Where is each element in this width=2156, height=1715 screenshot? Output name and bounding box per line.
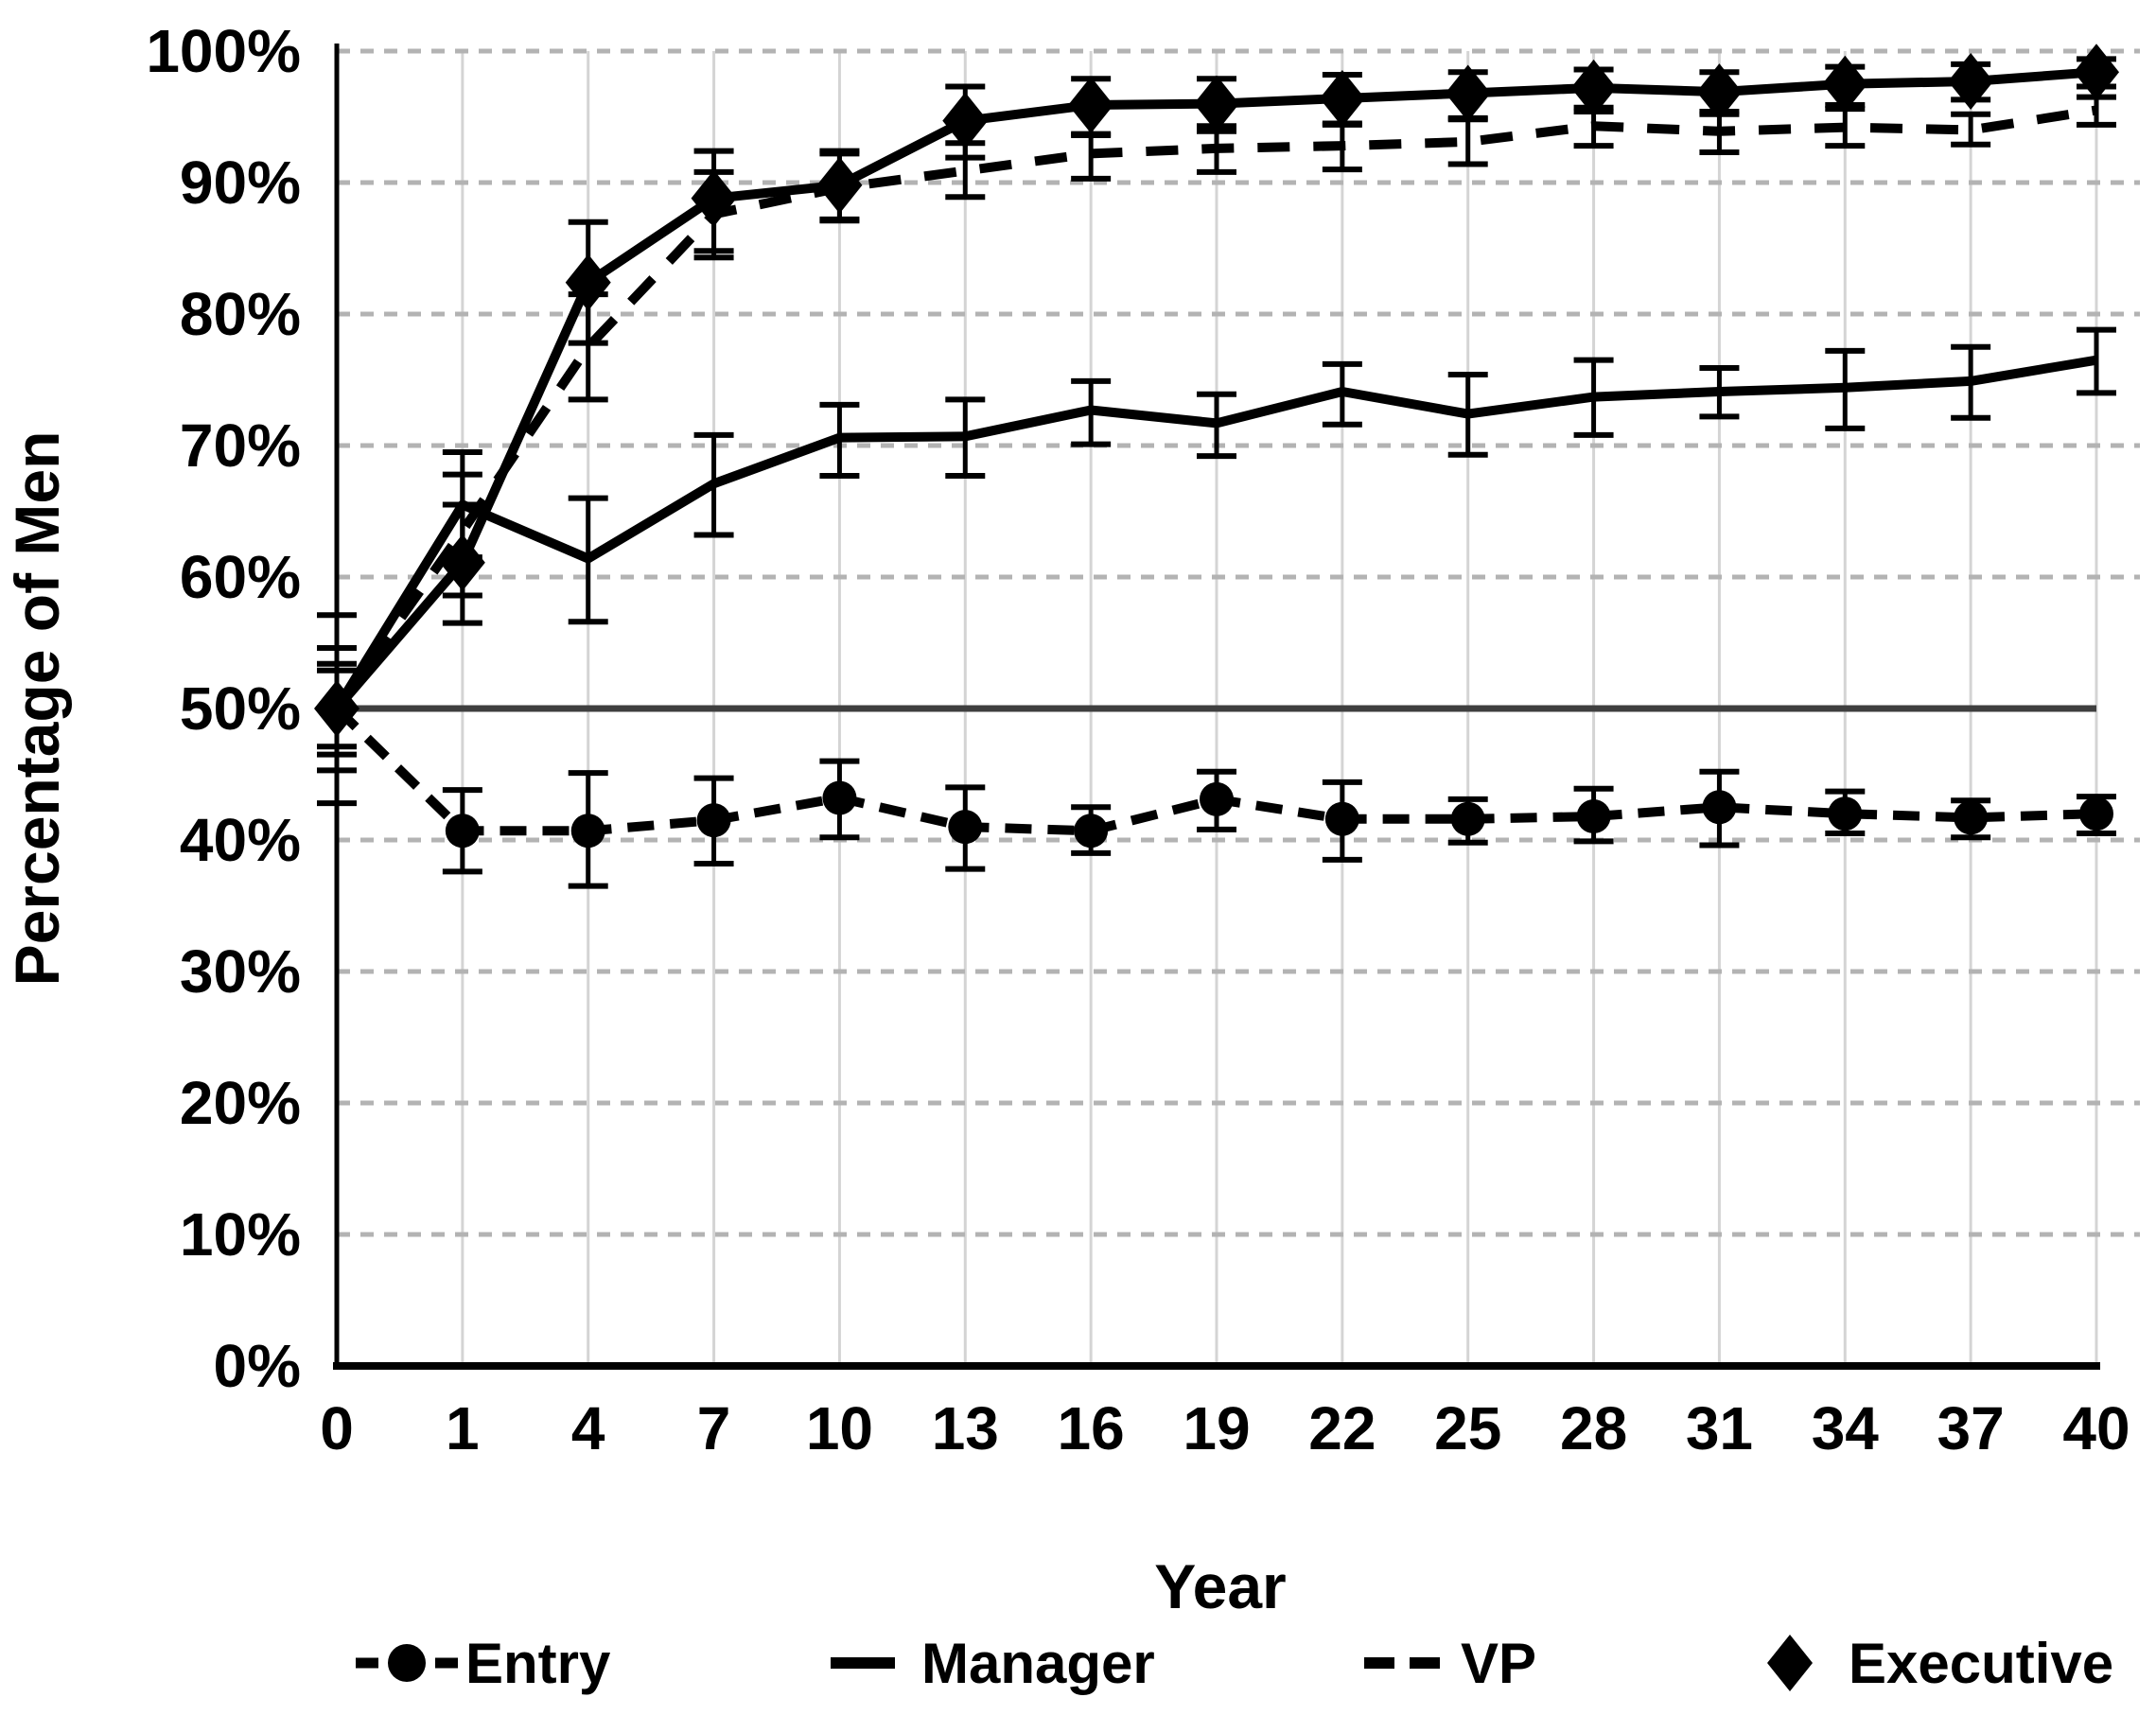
x-axis-title: Year — [1154, 1551, 1286, 1621]
legend-label: Manager — [921, 1632, 1155, 1695]
marker-diamond — [942, 92, 989, 149]
x-tick-label: 31 — [1686, 1394, 1753, 1462]
x-tick-label: 22 — [1308, 1394, 1376, 1462]
y-tick-label: 100% — [146, 17, 301, 85]
marker-diamond — [1319, 70, 1365, 128]
x-tick-label: 16 — [1058, 1394, 1125, 1462]
y-tick-label: 60% — [180, 543, 301, 611]
y-tick-label: 90% — [180, 149, 301, 217]
x-tick-label: 40 — [2062, 1394, 2130, 1462]
legend-item-executive: Executive — [1767, 1632, 2113, 1695]
marker-diamond — [1068, 76, 1114, 133]
marker-circle — [1200, 781, 1234, 816]
x-tick-label: 0 — [320, 1394, 354, 1462]
y-tick-label: 30% — [180, 937, 301, 1006]
marker-circle — [445, 814, 480, 849]
y-tick-label: 0% — [214, 1332, 302, 1400]
marker-circle — [948, 810, 983, 845]
marker-circle — [1702, 790, 1737, 825]
series-manager — [317, 326, 2116, 758]
legend-label: VP — [1461, 1632, 1536, 1695]
legend-diamond-marker-icon — [1767, 1635, 1813, 1691]
series-executive — [314, 44, 2119, 807]
x-tick-label: 25 — [1434, 1394, 1501, 1462]
marker-circle — [1074, 814, 1109, 849]
marker-diamond — [1696, 63, 1743, 121]
x-tick-label: 1 — [446, 1394, 480, 1462]
marker-diamond — [439, 534, 485, 591]
x-tick-label: 28 — [1560, 1394, 1627, 1462]
legend-circle-marker-icon — [388, 1644, 426, 1682]
y-tick-label: 70% — [180, 411, 301, 480]
y-tick-label: 20% — [180, 1069, 301, 1137]
marker-diamond — [314, 680, 359, 737]
legend-label: Executive — [1849, 1632, 2113, 1695]
x-tick-label: 34 — [1812, 1394, 1880, 1462]
y-tick-label: 80% — [180, 280, 301, 348]
x-tick-label: 10 — [806, 1394, 873, 1462]
x-tick-label: 7 — [697, 1394, 731, 1462]
marker-diamond — [565, 254, 611, 311]
y-tick-label: 10% — [180, 1200, 301, 1269]
marker-circle — [1828, 796, 1863, 831]
marker-diamond — [1948, 52, 1994, 110]
marker-circle — [2079, 796, 2113, 831]
marker-diamond — [816, 156, 863, 214]
marker-circle — [1576, 798, 1611, 833]
legend-item-manager: Manager — [831, 1632, 1155, 1695]
legend: Entry Manager VP Executive — [356, 1632, 2113, 1695]
marker-diamond — [1570, 59, 1617, 116]
marker-diamond — [1445, 64, 1491, 122]
legend-item-vp: VP — [1364, 1632, 1536, 1695]
marker-diamond — [1822, 55, 1868, 113]
y-tick-label: 40% — [180, 806, 301, 874]
y-axis-title: Percentage of Men — [2, 431, 72, 987]
marker-diamond — [2074, 44, 2119, 101]
legend-label: Entry — [465, 1632, 611, 1695]
legend-item-entry: Entry — [356, 1632, 611, 1695]
marker-circle — [1450, 801, 1485, 836]
marker-circle — [822, 780, 857, 815]
plot-area: 0% 10% 20% 30% 40% 50% 60% 70% 80% 90% 100% 0 1 4 7 10 1… — [146, 17, 2140, 1462]
series-line-manager — [332, 355, 2097, 711]
x-tick-label: 37 — [1937, 1394, 2005, 1462]
x-tick-label: 4 — [571, 1394, 605, 1462]
x-tick-label: 19 — [1183, 1394, 1250, 1462]
y-tick-label: 50% — [180, 674, 301, 743]
marker-diamond — [691, 169, 737, 227]
series-line-vp — [332, 105, 2097, 711]
marker-diamond — [1194, 75, 1239, 132]
marker-circle — [1954, 800, 1989, 835]
marker-circle — [570, 814, 605, 849]
marker-circle — [1324, 801, 1359, 836]
x-tick-label: 13 — [932, 1394, 999, 1462]
marker-circle — [696, 803, 731, 838]
